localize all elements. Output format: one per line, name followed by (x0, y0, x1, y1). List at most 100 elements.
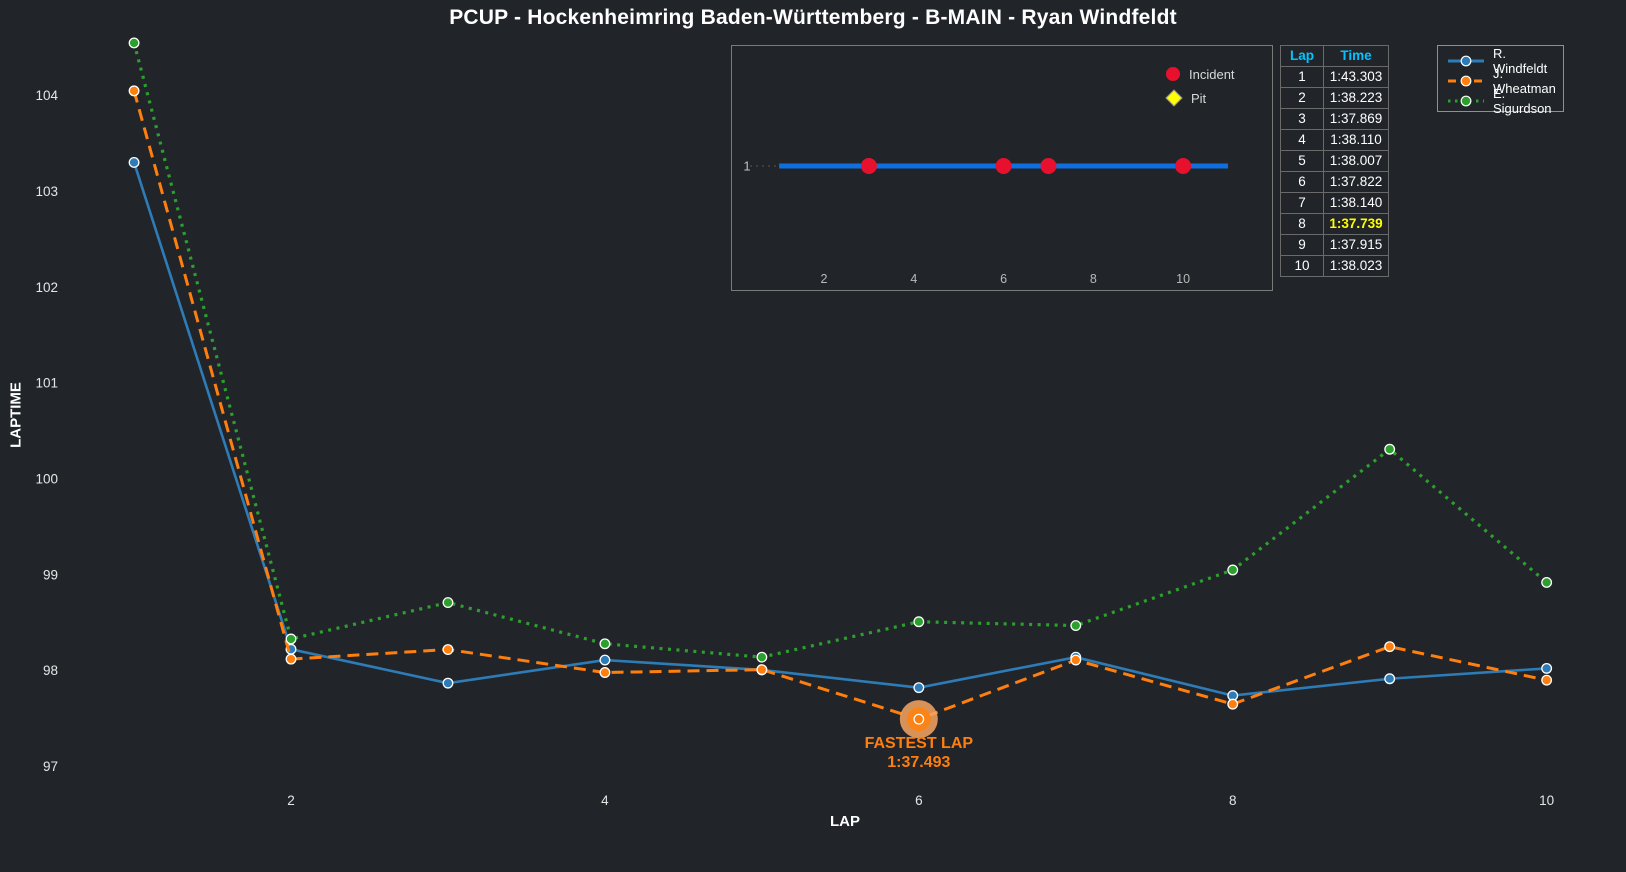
y-tick-label: 101 (35, 376, 58, 391)
fastest-lap-label: FASTEST LAP (864, 735, 974, 753)
legend-item-j-wheatman: J. Wheatman (1447, 66, 1563, 96)
data-point-j-wheatman (128, 85, 140, 97)
timeline-tick-label: 6 (1000, 272, 1007, 286)
data-point-e-sigurdson (1070, 620, 1082, 632)
wheatman-legend-label: J. Wheatman (1493, 66, 1556, 96)
data-point-j-wheatman (599, 667, 611, 678)
lap-time-table: Lap Time 1 1:43.303 2 1:38.223 3 1:37.869 4 1:3… (1280, 45, 1389, 277)
lap-number-cell: 3 (1280, 108, 1324, 130)
x-axis-label: LAP (830, 813, 860, 830)
lap-number-cell: 1 (1280, 66, 1324, 88)
sigurdson-line-sample-icon (1448, 95, 1484, 107)
data-point-j-wheatman (1227, 698, 1239, 710)
incident-marker (1175, 158, 1192, 174)
data-point-r-windfeldt (128, 156, 140, 168)
page-title: PCUP - Hockenheimring Baden-Württemberg … (449, 6, 1177, 29)
data-point-e-sigurdson (1384, 443, 1396, 455)
lap-number-cell: 7 (1280, 192, 1324, 214)
lap-number-cell: 2 (1280, 87, 1324, 109)
data-point-e-sigurdson (913, 616, 925, 628)
legend-marker-e-sigurdson (1460, 95, 1472, 107)
lap-row-8: 8 1:37.739 (1280, 213, 1389, 235)
y-tick-label: 103 (35, 184, 58, 199)
incident-marker (1040, 158, 1057, 174)
fastest-lap-value: 1:37.493 (887, 754, 951, 772)
lap-row-2: 2 1:38.223 (1280, 87, 1389, 109)
data-point-r-windfeldt (442, 677, 454, 689)
data-point-e-sigurdson (1227, 564, 1239, 576)
incident-marker-icon (1166, 67, 1180, 81)
pit-legend-label: Pit (1191, 90, 1207, 106)
wheatman-line-sample-icon (1448, 75, 1484, 87)
lap-time-cell: 1:37.822 (1323, 171, 1389, 193)
data-point-e-sigurdson (756, 651, 768, 663)
timeline-tick-label: 4 (910, 272, 917, 286)
lap-row-10: 10 1:38.023 (1280, 255, 1389, 277)
x-tick-label: 4 (601, 793, 609, 808)
data-point-j-wheatman (913, 713, 925, 725)
incident-legend-label: Incident (1189, 66, 1235, 82)
legend-marker-j-wheatman (1460, 75, 1472, 87)
lap-time-cell: 1:38.007 (1323, 150, 1389, 172)
pit-marker-icon (1165, 89, 1183, 107)
lap-row-6: 6 1:37.822 (1280, 171, 1389, 193)
series-line-r-windfeldt (132, 162, 1547, 697)
incident-timeline-chart: 1 2 4 6 8 10 (743, 158, 1229, 286)
data-point-e-sigurdson (285, 633, 297, 645)
x-tick-label: 2 (287, 793, 295, 808)
data-point-j-wheatman (442, 644, 454, 655)
incident-legend: Incident Pit (1165, 62, 1235, 110)
lap-time-cell: 1:43.303 (1323, 66, 1389, 88)
lap-time-cell: 1:38.110 (1323, 129, 1389, 151)
x-tick-label: 10 (1539, 793, 1554, 808)
data-point-e-sigurdson (599, 638, 611, 650)
lap-time-cell: 1:38.140 (1323, 192, 1389, 214)
y-axis-label: LAPTIME (7, 382, 25, 448)
y-tick-label: 100 (35, 471, 58, 486)
lap-row-5: 5 1:38.007 (1280, 150, 1389, 172)
data-point-j-wheatman (756, 664, 768, 676)
timeline-tick-label: 2 (821, 272, 828, 286)
timeline-row-label: 1 (743, 159, 750, 174)
y-tick-label: 99 (43, 567, 58, 582)
lap-column-header: Lap (1280, 45, 1324, 67)
incident-marker (860, 158, 877, 174)
lap-number-cell: 4 (1280, 129, 1324, 151)
windfeldt-legend-label: R. Windfeldt (1493, 46, 1548, 76)
x-tick-label: 8 (1229, 793, 1237, 808)
y-tick-label: 97 (43, 759, 58, 774)
timeline-tick-label: 8 (1090, 272, 1097, 286)
legend-item-pit: Pit (1165, 86, 1235, 110)
fastest-lap-time-cell: 1:37.739 (1323, 213, 1389, 235)
lap-time-cell: 1:38.023 (1323, 255, 1389, 277)
lap-row-3: 3 1:37.869 (1280, 108, 1389, 130)
data-point-j-wheatman (1541, 674, 1553, 686)
lap-time-cell: 1:37.915 (1323, 234, 1389, 256)
y-tick-label: 102 (35, 280, 58, 295)
data-point-r-windfeldt (1384, 673, 1396, 685)
table-header-row: Lap Time (1280, 45, 1389, 67)
data-point-r-windfeldt (599, 654, 611, 666)
y-tick-label: 98 (43, 663, 58, 678)
y-tick-label: 104 (35, 88, 58, 103)
fastest-lap-annotation: FASTEST LAP 1:37.493 (865, 734, 973, 772)
time-column-header: Time (1323, 45, 1389, 67)
lap-number-cell: 5 (1280, 150, 1324, 172)
legend-item-incident: Incident (1166, 62, 1235, 86)
series-line-j-wheatman (132, 90, 1547, 721)
data-point-j-wheatman (1384, 641, 1396, 653)
legend-marker-r-windfeldt (1460, 55, 1472, 67)
x-tick-label: 6 (915, 793, 923, 808)
lap-number-cell: 9 (1280, 234, 1324, 256)
windfeldt-line-sample-icon (1448, 55, 1484, 67)
lap-row-7: 7 1:38.140 (1280, 192, 1389, 214)
lap-time-cell: 1:38.223 (1323, 87, 1389, 109)
data-point-j-wheatman (1070, 654, 1082, 666)
lap-row-9: 9 1:37.915 (1280, 234, 1389, 256)
lap-number-cell: 10 (1280, 255, 1324, 277)
lap-row-4: 4 1:38.110 (1280, 129, 1389, 151)
lap-time-cell: 1:37.869 (1323, 108, 1389, 130)
drivers-legend: R. Windfeldt J. Wheatman E. Sigurdson (1437, 45, 1564, 116)
